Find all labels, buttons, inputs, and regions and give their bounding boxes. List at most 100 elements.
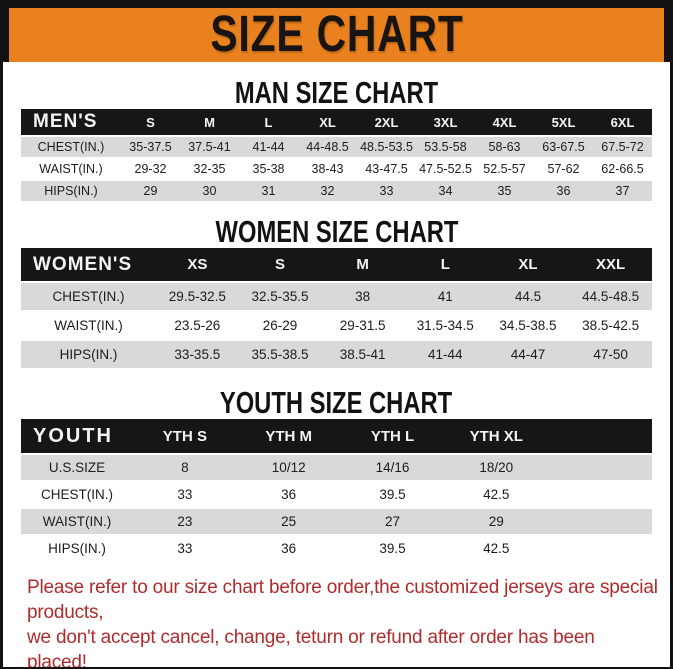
- size-value-cell: 32.5-35.5: [238, 283, 322, 310]
- women-chart-title-text: WOMEN SIZE CHART: [215, 215, 458, 249]
- women-header-row: WOMEN'S XS S M L XL XXL: [21, 248, 652, 281]
- youth-chart-title-text: YOUTH SIZE CHART: [220, 386, 453, 420]
- size-value-cell: 29: [121, 181, 180, 201]
- size-value-cell: 18/20: [444, 455, 549, 480]
- size-value-cell: 33: [357, 181, 416, 201]
- empty-cell: [548, 455, 652, 480]
- size-value-cell: 10/12: [236, 455, 341, 480]
- size-value-cell: 34.5-38.5: [486, 312, 570, 339]
- empty-cell: [548, 536, 652, 561]
- banner-frame: SIZE CHART: [3, 0, 670, 62]
- men-chart-title: MAN SIZE CHART: [3, 76, 670, 110]
- size-value-cell: 41-44: [239, 137, 298, 157]
- size-value-cell: 38-43: [298, 159, 357, 179]
- size-value-cell: 32: [298, 181, 357, 201]
- size-value-cell: 38.5-42.5: [569, 312, 652, 339]
- size-value-cell: 44-47: [486, 341, 570, 368]
- size-column-header: 3XL: [416, 109, 475, 135]
- table-row: WAIST(IN.) 29-32 32-35 35-38 38-43 43-47…: [21, 159, 652, 179]
- size-value-cell: 48.5-53.5: [357, 137, 416, 157]
- size-value-cell: 43-47.5: [357, 159, 416, 179]
- size-value-cell: 37.5-41: [180, 137, 239, 157]
- size-value-cell: 41-44: [403, 341, 487, 368]
- table-header-label: WOMEN'S: [21, 248, 156, 281]
- size-column-header: YTH M: [236, 419, 341, 453]
- table-row: CHEST(IN.) 33 36 39.5 42.5: [21, 482, 652, 507]
- footer-line-1: Please refer to our size chart before or…: [27, 577, 658, 623]
- size-value-cell: 30: [180, 181, 239, 201]
- size-value-cell: 36: [236, 536, 341, 561]
- size-value-cell: 37: [593, 181, 652, 201]
- size-value-cell: 58-63: [475, 137, 534, 157]
- size-value-cell: 8: [133, 455, 237, 480]
- size-value-cell: 29-31.5: [321, 312, 404, 339]
- size-value-cell: 23.5-26: [156, 312, 239, 339]
- table-row: HIPS(IN.) 33-35.5 35.5-38.5 38.5-41 41-4…: [21, 341, 652, 368]
- men-chart-title-text: MAN SIZE CHART: [234, 76, 439, 110]
- row-label: CHEST(IN.): [21, 137, 121, 157]
- row-label: WAIST(IN.): [21, 312, 156, 339]
- footer-line-2: we don't accept cancel, change, teturn o…: [27, 627, 595, 669]
- table-row: WAIST(IN.) 23 25 27 29: [21, 509, 652, 534]
- row-label: HIPS(IN.): [21, 536, 133, 561]
- table-header-label: MEN'S: [21, 109, 121, 135]
- row-label: HIPS(IN.): [21, 341, 156, 368]
- size-value-cell: 35-38: [239, 159, 298, 179]
- size-column-header: L: [239, 109, 298, 135]
- size-value-cell: 63-67.5: [534, 137, 593, 157]
- table-row: U.S.SIZE 8 10/12 14/16 18/20: [21, 455, 652, 480]
- size-value-cell: 25: [236, 509, 341, 534]
- row-label: WAIST(IN.): [21, 509, 133, 534]
- empty-cell: [548, 419, 652, 453]
- youth-chart-title: YOUTH SIZE CHART: [3, 386, 670, 420]
- size-value-cell: 47.5-52.5: [416, 159, 475, 179]
- empty-cell: [548, 509, 652, 534]
- banner: SIZE CHART: [9, 8, 664, 62]
- size-value-cell: 23: [133, 509, 237, 534]
- size-column-header: S: [238, 248, 322, 281]
- table-row: CHEST(IN.) 35-37.5 37.5-41 41-44 44-48.5…: [21, 137, 652, 157]
- table-row: HIPS(IN.) 29 30 31 32 33 34 35 36 37: [21, 181, 652, 201]
- size-value-cell: 52.5-57: [475, 159, 534, 179]
- size-value-cell: 39.5: [340, 482, 445, 507]
- size-value-cell: 35.5-38.5: [238, 341, 322, 368]
- size-value-cell: 27: [340, 509, 445, 534]
- size-value-cell: 29: [444, 509, 549, 534]
- row-label: HIPS(IN.): [21, 181, 121, 201]
- women-chart-title: WOMEN SIZE CHART: [3, 215, 670, 249]
- size-value-cell: 36: [534, 181, 593, 201]
- size-value-cell: 44.5: [486, 283, 570, 310]
- size-column-header: YTH S: [133, 419, 237, 453]
- size-value-cell: 38: [321, 283, 404, 310]
- size-column-header: 6XL: [593, 109, 652, 135]
- youth-header-row: YOUTH YTH S YTH M YTH L YTH XL: [21, 419, 652, 453]
- men-size-table: MEN'S S M L XL 2XL 3XL 4XL 5XL 6XL CHEST…: [21, 107, 652, 203]
- page-title: SIZE CHART: [209, 6, 464, 63]
- size-value-cell: 67.5-72: [593, 137, 652, 157]
- row-label: CHEST(IN.): [21, 283, 156, 310]
- size-value-cell: 34: [416, 181, 475, 201]
- size-value-cell: 57-62: [534, 159, 593, 179]
- size-value-cell: 42.5: [444, 482, 549, 507]
- women-size-table: WOMEN'S XS S M L XL XXL CHEST(IN.) 29.5-…: [21, 246, 652, 370]
- size-value-cell: 39.5: [340, 536, 445, 561]
- row-label: U.S.SIZE: [21, 455, 133, 480]
- size-column-header: 2XL: [357, 109, 416, 135]
- table-header-label: YOUTH: [21, 419, 133, 453]
- size-column-header: L: [403, 248, 487, 281]
- size-value-cell: 41: [403, 283, 487, 310]
- size-column-header: XS: [156, 248, 239, 281]
- size-column-header: M: [321, 248, 404, 281]
- size-value-cell: 26-29: [238, 312, 322, 339]
- size-value-cell: 33: [133, 482, 237, 507]
- size-column-header: M: [180, 109, 239, 135]
- row-label: CHEST(IN.): [21, 482, 133, 507]
- size-value-cell: 36: [236, 482, 341, 507]
- size-value-cell: 53.5-58: [416, 137, 475, 157]
- size-value-cell: 42.5: [444, 536, 549, 561]
- size-column-header: S: [121, 109, 180, 135]
- table-row: CHEST(IN.) 29.5-32.5 32.5-35.5 38 41 44.…: [21, 283, 652, 310]
- size-column-header: XL: [486, 248, 570, 281]
- size-value-cell: 44-48.5: [298, 137, 357, 157]
